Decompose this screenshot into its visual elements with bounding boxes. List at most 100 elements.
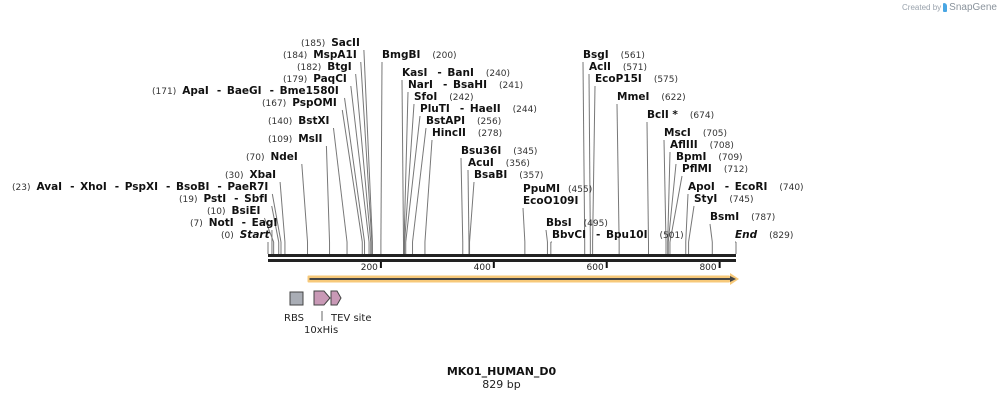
enzyme-name[interactable]: NarI	[408, 79, 433, 91]
enzyme-name[interactable]: EcoO109I	[523, 195, 578, 207]
enzyme-name[interactable]: BbsI	[546, 217, 572, 229]
restriction-site[interactable]: SfoI (242)	[414, 91, 473, 103]
restriction-site[interactable]: (171) ApaI - BaeGI - Bme1580I	[152, 85, 339, 97]
restriction-site[interactable]: (10) BsiEI	[207, 205, 260, 217]
enzyme-name[interactable]: BsiEI	[231, 205, 260, 217]
enzyme-name[interactable]: BbvCI	[552, 229, 586, 241]
enzyme-name[interactable]: ApaI	[182, 85, 209, 97]
enzyme-name[interactable]: StyI	[694, 193, 717, 205]
enzyme-name[interactable]: BsgI	[583, 49, 609, 61]
enzyme-name[interactable]: PstI	[203, 193, 226, 205]
enzyme-name[interactable]: KasI	[402, 67, 427, 79]
restriction-site[interactable]: AcuI (356)	[468, 157, 530, 169]
enzyme-name[interactable]: PspOMI	[292, 97, 337, 109]
restriction-site[interactable]: BpmI (709)	[676, 151, 743, 163]
orf-arrow[interactable]	[307, 273, 739, 285]
feature-rbs[interactable]: RBS	[284, 291, 304, 324]
restriction-site[interactable]: BclI * (674)	[647, 109, 714, 121]
restriction-site[interactable]: PflMI (712)	[682, 163, 748, 175]
enzyme-name[interactable]: HaeII	[470, 103, 501, 115]
restriction-site[interactable]: StyI (745)	[694, 193, 754, 205]
restriction-site[interactable]: PluTI - HaeII (244)	[420, 103, 537, 115]
enzyme-name[interactable]: EagI	[252, 217, 278, 229]
enzyme-name[interactable]: BaeGI	[227, 85, 262, 97]
restriction-site[interactable]: Bsu36I (345)	[461, 145, 537, 157]
restriction-site[interactable]: ApoI - EcoRI (740)	[688, 181, 804, 193]
restriction-site[interactable]: BstAPI (256)	[426, 115, 501, 127]
enzyme-name[interactable]: BstXI	[298, 115, 329, 127]
enzyme-name[interactable]: Bpu10I	[606, 229, 648, 241]
enzyme-name[interactable]: BpmI	[676, 151, 706, 163]
restriction-site[interactable]: BsgI (561)	[583, 49, 645, 61]
enzyme-name[interactable]: AflIII	[670, 139, 698, 151]
enzyme-name[interactable]: BstAPI	[426, 115, 465, 127]
restriction-site[interactable]: (30) XbaI	[225, 169, 276, 181]
enzyme-name[interactable]: SfoI	[414, 91, 437, 103]
enzyme-name[interactable]: ApoI	[688, 181, 715, 193]
restriction-site[interactable]: (140) BstXI	[268, 115, 329, 127]
enzyme-name[interactable]: MspA1I	[313, 49, 357, 61]
enzyme-name[interactable]: XbaI	[249, 169, 276, 181]
restriction-site[interactable]: MscI (705)	[664, 127, 727, 139]
enzyme-name[interactable]: SbfI	[244, 193, 268, 205]
enzyme-name[interactable]: SacII	[331, 37, 360, 49]
restriction-site[interactable]: (7) NotI - EagI	[190, 217, 277, 229]
restriction-site[interactable]: BbsI (495)	[546, 217, 608, 229]
enzyme-name[interactable]: BmgBI	[382, 49, 420, 61]
enzyme-name[interactable]: PluTI	[420, 103, 450, 115]
restriction-site[interactable]: NarI - BsaHI (241)	[408, 79, 523, 91]
enzyme-name[interactable]: XhoI	[80, 181, 107, 193]
restriction-site[interactable]: (19) PstI - SbfI	[179, 193, 268, 205]
enzyme-name[interactable]: BsaHI	[453, 79, 487, 91]
enzyme-name[interactable]: NotI	[209, 217, 234, 229]
enzyme-name[interactable]: Bme1580I	[280, 85, 339, 97]
enzyme-name[interactable]: MscI	[664, 127, 691, 139]
restriction-site[interactable]: (184) MspA1I	[283, 49, 357, 61]
enzyme-name[interactable]: BsmI	[710, 211, 739, 223]
restriction-site[interactable]: EcoP15I (575)	[595, 73, 678, 85]
restriction-site[interactable]: BsaBI (357)	[474, 169, 543, 181]
enzyme-name[interactable]: MslI	[298, 133, 322, 145]
restriction-site[interactable]: End (829)	[735, 229, 793, 241]
enzyme-name[interactable]: PpuMI	[523, 183, 560, 195]
enzyme-name[interactable]: EcoRI	[735, 181, 768, 193]
enzyme-name[interactable]: PspXI	[125, 181, 158, 193]
enzyme-name[interactable]: PaeR7I	[227, 181, 268, 193]
restriction-site[interactable]: BmgBI (200)	[382, 49, 457, 61]
restriction-site[interactable]: (23) AvaI - XhoI - PspXI - BsoBI - PaeR7I	[12, 181, 268, 193]
restriction-site[interactable]: (167) PspOMI	[262, 97, 337, 109]
enzyme-name[interactable]: End	[735, 229, 758, 241]
enzyme-name[interactable]: NdeI	[270, 151, 297, 163]
enzyme-name[interactable]: BanI	[447, 67, 473, 79]
restriction-site[interactable]: (109) MslI	[268, 133, 322, 145]
restriction-site[interactable]: (179) PaqCI	[283, 73, 347, 85]
enzyme-name[interactable]: AcuI	[468, 157, 494, 169]
restriction-site[interactable]: MmeI (622)	[617, 91, 686, 103]
enzyme-name[interactable]: Bsu36I	[461, 145, 501, 157]
restriction-site[interactable]: HincII (278)	[432, 127, 502, 139]
enzyme-name[interactable]: BclI *	[647, 109, 678, 121]
enzyme-name[interactable]: AvaI	[36, 181, 62, 193]
enzyme-name[interactable]: BsoBI	[176, 181, 209, 193]
restriction-site[interactable]: AflIII (708)	[670, 139, 734, 151]
enzyme-name[interactable]: BtgI	[327, 61, 351, 73]
feature-tev-site[interactable]: TEV site	[330, 290, 372, 324]
restriction-site[interactable]: KasI - BanI (240)	[402, 67, 510, 79]
restriction-site[interactable]: (70) NdeI	[246, 151, 298, 163]
feature-10xhis[interactable]: 10xHis	[304, 290, 338, 336]
restriction-site[interactable]: AclI (571)	[589, 61, 647, 73]
enzyme-name[interactable]: MmeI	[617, 91, 649, 103]
restriction-site[interactable]: BbvCI - Bpu10I (501)	[552, 229, 684, 241]
enzyme-name[interactable]: HincII	[432, 127, 466, 139]
restriction-site[interactable]: PpuMI (455)EcoO109I	[523, 183, 592, 207]
restriction-site[interactable]: (0) Start	[221, 229, 271, 241]
enzyme-name[interactable]: Start	[240, 229, 271, 241]
enzyme-name[interactable]: PaqCI	[313, 73, 347, 85]
enzyme-name[interactable]: BsaBI	[474, 169, 507, 181]
enzyme-name[interactable]: EcoP15I	[595, 73, 642, 85]
restriction-site[interactable]: (182) BtgI	[297, 61, 352, 73]
restriction-site[interactable]: (185) SacII	[301, 37, 360, 49]
enzyme-name[interactable]: AclI	[589, 61, 611, 73]
enzyme-name[interactable]: PflMI	[682, 163, 712, 175]
restriction-site[interactable]: BsmI (787)	[710, 211, 775, 223]
